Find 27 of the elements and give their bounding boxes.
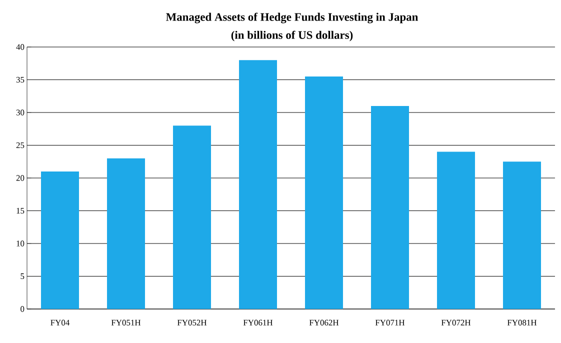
bar (173, 126, 211, 309)
x-tick-label: FY051H (111, 320, 141, 326)
y-tick-label: 20 (16, 175, 24, 181)
y-tick-label: 10 (16, 240, 24, 246)
bar (436, 152, 475, 309)
x-tick-label: FY052H (177, 320, 207, 326)
x-tick-label: FY04 (50, 320, 70, 326)
y-tick-label: 5 (20, 273, 24, 280)
bar (502, 162, 541, 309)
bar (41, 171, 79, 309)
bar (107, 158, 145, 309)
bar (239, 60, 277, 309)
x-tick-label: FY072H (441, 320, 471, 326)
bar (304, 76, 343, 309)
x-tick-label: FY062H (309, 320, 339, 326)
y-tick-label: 0 (20, 306, 24, 312)
y-tick-label: 30 (16, 110, 24, 116)
y-tick-label: 15 (16, 208, 24, 214)
bar (370, 106, 409, 309)
x-tick-label: FY061H (243, 320, 273, 326)
chart-subtitle: (in billions of US dollars) (231, 30, 353, 42)
y-tick-label: 25 (16, 142, 24, 148)
chart-title: Managed Assets of Hedge Funds Investing in Japan (166, 12, 418, 24)
x-tick-label: FY081H (507, 320, 537, 326)
y-tick-label: 40 (16, 44, 24, 50)
x-tick-label: FY071H (375, 320, 405, 326)
y-tick-label: 35 (16, 76, 24, 83)
